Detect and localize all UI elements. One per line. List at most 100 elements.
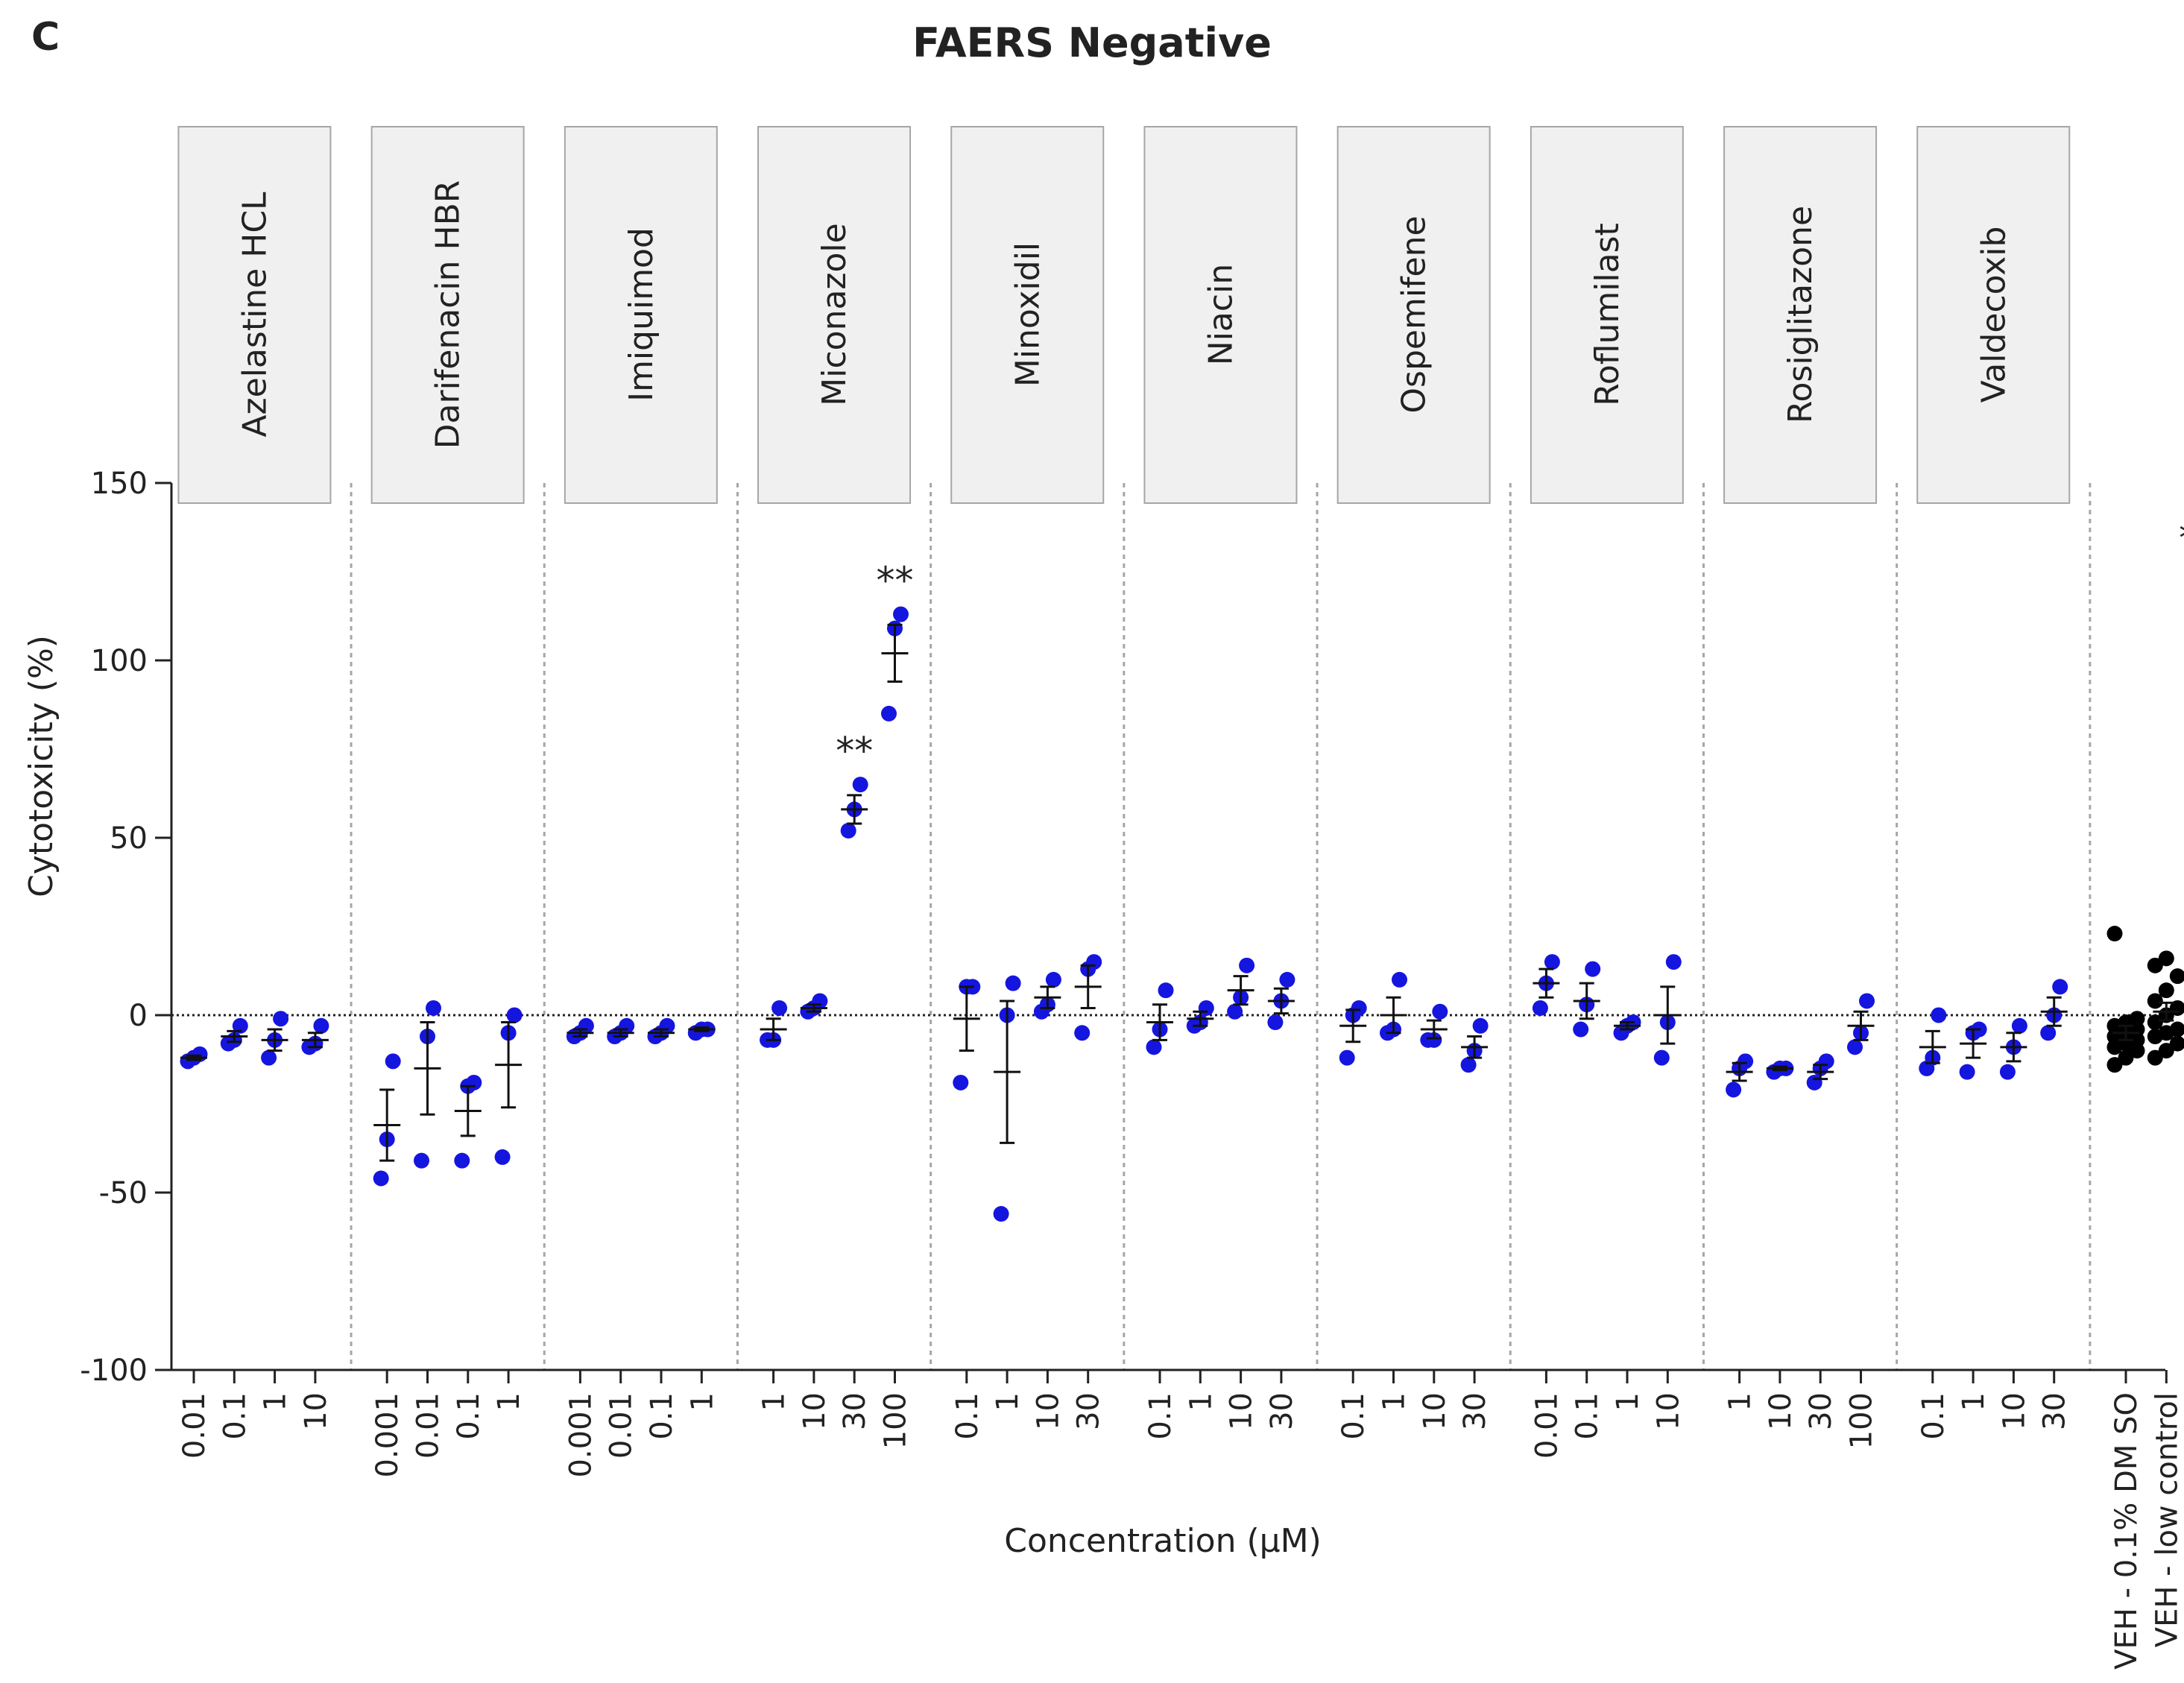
x-tick-label: 0.1 (1336, 1392, 1371, 1440)
x-tick-label: 0.1 (950, 1392, 985, 1440)
data-point (1859, 993, 1875, 1009)
x-tick-label: 10 (798, 1392, 832, 1430)
data-point (1158, 982, 1174, 999)
y-tick-label: 150 (91, 467, 148, 501)
panel-header-box (757, 126, 912, 504)
axes (155, 481, 2168, 1383)
x-tick-label: 0.001 (370, 1392, 405, 1478)
significance-marker: ** (877, 559, 914, 602)
panel-header-label: Miconazole (815, 223, 853, 405)
data-point (1339, 1049, 1355, 1066)
panel-headers: Azelastine HCL Darifenacin HBR Imiquimod Mi… (177, 126, 2071, 504)
panel-header-box (1916, 126, 2071, 504)
x-tick-label: 0.1 (1143, 1392, 1178, 1440)
panel-header-box (1530, 126, 1684, 504)
x-tick-label: 30 (2038, 1392, 2072, 1430)
panel-header-label: Imiquimod (622, 227, 660, 402)
data-point (2169, 1021, 2184, 1038)
panel-header-label: Darifenacin HBR (429, 180, 467, 449)
x-tick-label: 30 (838, 1392, 872, 1430)
x-tick-label: VEH - 0.1% DM SO (2109, 1392, 2144, 1670)
x-tick-label: 0.01 (177, 1392, 212, 1459)
panel-header-label: Azelastine HCL (236, 192, 274, 438)
x-tick-label: 10 (1225, 1392, 1259, 1430)
data-point (385, 1053, 401, 1070)
data-point (454, 1152, 470, 1169)
significance-marker: ** (836, 730, 873, 773)
x-tick-label: 10 (1031, 1392, 1065, 1430)
x-tick-label: 0.001 (564, 1392, 598, 1478)
data-point (1426, 1032, 1442, 1048)
x-tick-label: 1 (1957, 1392, 1991, 1411)
x-tick-label: 100 (1845, 1392, 1879, 1449)
x-tick-label: 1 (685, 1392, 719, 1411)
data-point (1239, 957, 1255, 973)
x-tick-label: 0.01 (1530, 1392, 1564, 1459)
x-tick-label: 0.1 (452, 1392, 486, 1440)
x-tick-label: 1 (492, 1392, 526, 1411)
panel-header-label: Minoxidil (1009, 242, 1047, 387)
data-point (1738, 1053, 1754, 1070)
data-point (232, 1017, 248, 1034)
panel-header-box (950, 126, 1105, 504)
x-tick-label: 1 (991, 1392, 1025, 1411)
x-tick-label: 0.01 (605, 1392, 639, 1459)
data-point (1959, 1064, 1975, 1080)
data-point (2147, 1049, 2163, 1066)
y-tick-label: 50 (110, 821, 148, 856)
panel-header-box (1143, 126, 1298, 504)
panel-header-label: Rosiglitazone (1781, 206, 1820, 423)
x-tick-label: 0.01 (411, 1392, 446, 1459)
data-point (1931, 1007, 1947, 1023)
x-tick-label: 1 (1723, 1392, 1758, 1411)
data-point (953, 1074, 969, 1090)
data-point (1847, 1039, 1863, 1055)
x-tick-label: 100 (879, 1392, 913, 1449)
x-tick-label: 0.1 (645, 1392, 679, 1440)
panel-letter: C (31, 15, 60, 60)
data-point (840, 822, 856, 839)
data-point (1573, 1021, 1589, 1038)
panel-header-box (1723, 126, 1878, 504)
data-point (373, 1170, 389, 1187)
data-point (2011, 1017, 2027, 1034)
x-tick-label: 10 (1764, 1392, 1798, 1430)
data-point (1653, 1049, 1670, 1066)
x-tick-label: 1 (1611, 1392, 1645, 1411)
data-point (1544, 954, 1560, 970)
data-point (2147, 993, 2163, 1009)
data-point (506, 1007, 523, 1023)
error-bars (180, 623, 2180, 1162)
data-point (1279, 971, 1295, 988)
data-point (426, 1000, 441, 1016)
data-point (893, 606, 909, 622)
data-point (1432, 1003, 1448, 1020)
x-tick-label: 1 (1184, 1392, 1218, 1411)
data-point (2106, 926, 2123, 942)
data-point (881, 705, 897, 721)
x-tick-label: 10 (1418, 1392, 1452, 1430)
data-points (180, 606, 2184, 1222)
x-tick-label: 1 (259, 1392, 293, 1411)
data-point (2118, 1049, 2134, 1066)
x-tick-label: 30 (1804, 1392, 1838, 1430)
data-point (1392, 971, 1407, 988)
y-tick-label: 100 (91, 644, 148, 678)
data-point (1045, 971, 1061, 988)
significance-marker: *** (2179, 517, 2184, 560)
data-point (1146, 1039, 1162, 1055)
data-point (1665, 954, 1682, 970)
data-point (1726, 1082, 1742, 1098)
x-tick-label: 1 (1377, 1392, 1412, 1411)
data-point (1532, 1000, 1548, 1016)
x-tick-label: VEH - low control (2150, 1392, 2184, 1647)
panel-header-label: Roflumilast (1588, 223, 1626, 406)
data-point (2106, 1057, 2123, 1073)
x-tick-label: 0.1 (1571, 1392, 1605, 1440)
panel-header-box (1336, 126, 1491, 504)
panel-header-label: Valdecoxib (1975, 227, 2013, 403)
data-point (2158, 982, 2174, 999)
panel-header-box (564, 126, 718, 504)
